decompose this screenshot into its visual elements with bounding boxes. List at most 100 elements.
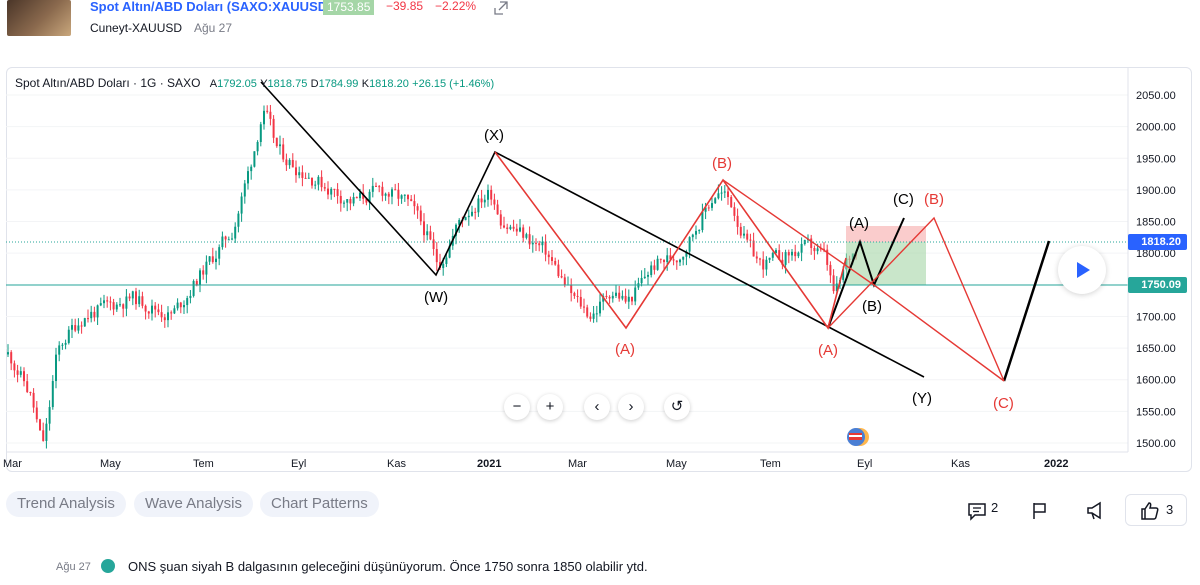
candle-body: [720, 192, 723, 194]
candle-body: [413, 201, 416, 207]
candle-body: [51, 381, 54, 408]
candle-body: [269, 111, 272, 119]
candle-body: [615, 292, 617, 296]
candle-body: [522, 227, 525, 238]
like-button[interactable]: 3: [1125, 494, 1187, 526]
candle-body: [119, 304, 121, 306]
candle-body: [842, 269, 845, 280]
red-c-projection-line: [722, 179, 1005, 382]
tag-wave-analysis[interactable]: Wave Analysis: [134, 491, 253, 517]
candle-body: [560, 276, 563, 278]
candle-body: [800, 244, 803, 253]
wave-label-y: (Y): [912, 390, 932, 407]
price-axis-label: 1550.00: [1136, 406, 1176, 418]
candle-body: [541, 241, 544, 246]
candle-body: [259, 124, 262, 143]
header-change: −39.85: [386, 0, 424, 13]
candle-body: [544, 241, 547, 255]
comment-icon[interactable]: [967, 501, 987, 521]
candle-body: [727, 191, 729, 198]
flag-icon[interactable]: [1031, 501, 1049, 521]
reset-chart-button[interactable]: ↺: [664, 394, 690, 420]
candle-body: [442, 263, 445, 269]
candle-body: [387, 193, 390, 197]
candle-body: [570, 284, 573, 294]
candle-body: [83, 318, 86, 327]
candle-body: [397, 189, 400, 199]
candle-body: [787, 252, 790, 256]
candle-body: [138, 296, 141, 305]
candle-body: [493, 199, 496, 205]
candle-body: [394, 189, 397, 191]
candle-body: [647, 274, 649, 277]
candle-body: [579, 296, 582, 307]
candle-body: [359, 192, 361, 199]
candle-body: [410, 199, 413, 202]
candle-body: [19, 371, 22, 375]
candle-body: [26, 381, 29, 392]
time-axis-label: 2021: [477, 458, 501, 470]
candle-body: [131, 291, 134, 299]
candle-body: [71, 325, 73, 330]
price-axis-label: 1800.00: [1136, 248, 1176, 260]
price-axis-label: 1950.00: [1136, 153, 1176, 165]
candle-body: [170, 312, 173, 314]
candle-body: [195, 281, 198, 286]
likes-count: 3: [1166, 502, 1174, 517]
tag-trend-analysis[interactable]: Trend Analysis: [6, 491, 126, 517]
time-axis: Mar May Tem Eyl Kas 2021 Mar May Tem Eyl Kas 2022: [3, 458, 1068, 470]
candle-body: [45, 423, 48, 441]
comment-author-avatar[interactable]: [101, 559, 115, 573]
candle-body: [765, 259, 768, 270]
candle-body: [746, 233, 749, 240]
candle-body: [490, 189, 493, 200]
comments-count[interactable]: 2: [991, 500, 999, 515]
candle-body: [650, 265, 653, 275]
legend-high: 1818.75: [267, 78, 308, 90]
wave-label-b-red-2: (B): [924, 191, 944, 208]
candle-body: [64, 342, 67, 345]
candle-body: [192, 281, 195, 296]
candle-body: [151, 305, 153, 314]
candle-body: [605, 295, 608, 297]
candle-body: [791, 251, 793, 256]
candle-body: [464, 217, 467, 221]
candle-body: [240, 196, 243, 214]
author-link[interactable]: Cuneyt-XAUUSD: [90, 21, 183, 35]
candle-body: [835, 283, 838, 292]
time-axis-label: Kas: [951, 458, 970, 470]
stop-loss-zone: [846, 226, 926, 242]
price-axis: 2050.00 2000.00 1950.00 1900.00 1850.00 1800.…: [1136, 90, 1176, 450]
candle-body: [512, 226, 515, 229]
idea-thumbnail[interactable]: [7, 0, 71, 36]
candle-body: [551, 257, 553, 261]
external-link-icon[interactable]: [493, 0, 509, 16]
time-axis-label: Tem: [193, 458, 214, 470]
play-replay-button[interactable]: [1058, 246, 1106, 294]
candle-body: [74, 325, 77, 331]
candle-body: [656, 258, 659, 270]
megaphone-icon[interactable]: [1085, 501, 1107, 521]
zoom-out-button[interactable]: −: [504, 394, 530, 420]
candle-body: [247, 171, 249, 184]
candle-body: [176, 302, 179, 309]
scroll-right-button[interactable]: ›: [618, 394, 644, 420]
candle-body: [112, 302, 115, 310]
candle-body: [455, 224, 457, 236]
candle-body: [403, 194, 406, 196]
candle-body: [365, 198, 368, 203]
tag-chart-patterns[interactable]: Chart Patterns: [260, 491, 379, 517]
candle-body: [515, 228, 518, 232]
legend-close: 1818.20: [369, 78, 409, 90]
symbol-title-link[interactable]: Spot Altın/ABD Doları (SAXO:XAUUSD): [90, 0, 332, 14]
candle-body: [243, 183, 246, 197]
comment-text: ONS şuan siyah B dalgasının geleceğini d…: [128, 559, 648, 574]
wave-label-b-red-1: (B): [712, 155, 732, 172]
candle-body: [224, 236, 227, 240]
candle-body: [826, 249, 829, 265]
zoom-in-button[interactable]: +: [537, 394, 563, 420]
scroll-left-button[interactable]: ‹: [584, 394, 610, 420]
time-axis-label: Tem: [760, 458, 781, 470]
candle-body: [723, 191, 726, 193]
